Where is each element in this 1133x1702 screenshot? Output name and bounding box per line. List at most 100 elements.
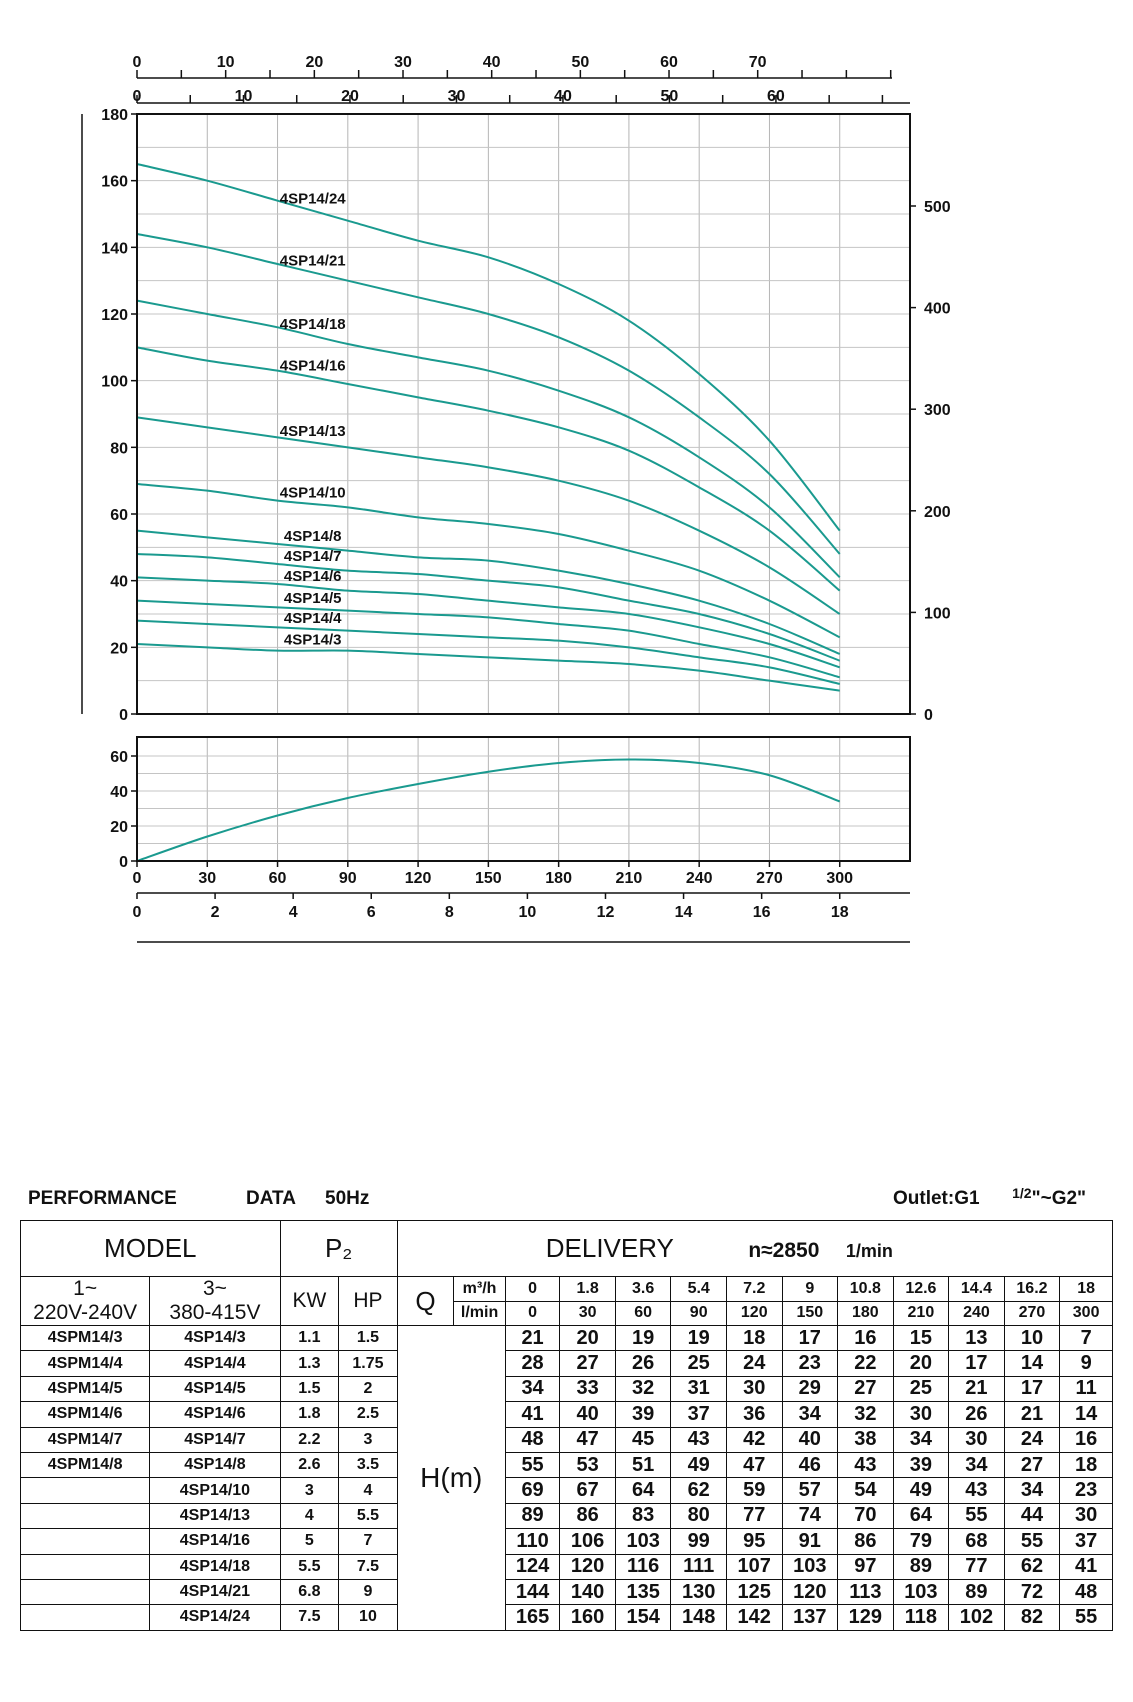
head-value: 18 xyxy=(1059,1451,1113,1479)
m3h-tick-label: 18 xyxy=(831,904,849,921)
three-phase-model: 4SP14/6 xyxy=(149,1401,281,1428)
outlet-tail: "~G2" xyxy=(1031,1188,1087,1209)
y-tick-label: 80 xyxy=(110,440,128,457)
lmin-value: 90 xyxy=(670,1300,727,1326)
q-header: Q xyxy=(396,1276,455,1326)
m3h-value: 10.8 xyxy=(837,1276,894,1302)
single-phase-model: 4SPM14/7 xyxy=(19,1426,151,1453)
imp-gpm-tick-label: 60 xyxy=(767,88,785,105)
three-phase-header: 3~ xyxy=(149,1276,281,1301)
head-value: 32 xyxy=(614,1375,672,1403)
head-value: 102 xyxy=(948,1604,1005,1631)
y-tick-label: 180 xyxy=(101,107,128,124)
head-value: 9 xyxy=(1059,1350,1113,1377)
head-value: 49 xyxy=(892,1477,950,1504)
head-value: 39 xyxy=(614,1401,672,1428)
series-label: 4SP14/24 xyxy=(280,191,347,208)
single-voltage-header: 220V-240V xyxy=(19,1301,151,1326)
power-kw: 2.6 xyxy=(279,1451,340,1479)
head-value: 19 xyxy=(614,1324,672,1352)
three-phase-model: 4SP14/5 xyxy=(149,1375,281,1403)
series-label: 4SP14/7 xyxy=(284,548,342,565)
head-value: 30 xyxy=(892,1401,950,1428)
head-value: 16 xyxy=(1059,1426,1113,1453)
head-value: 165 xyxy=(504,1604,561,1631)
head-value: 10 xyxy=(1003,1324,1061,1352)
head-value: 32 xyxy=(837,1401,894,1428)
head-value: 36 xyxy=(725,1401,783,1428)
power-hp: 7.5 xyxy=(338,1553,398,1580)
table-row: 4SP14/24 7.5 10 165 160 154 148 142 137 129 118 102… xyxy=(19,1604,1113,1631)
eta-tick-label: 0 xyxy=(119,854,128,871)
m3h-value: 12.6 xyxy=(892,1276,950,1302)
head-value: 41 xyxy=(1059,1553,1113,1580)
lmin-tick-label: 180 xyxy=(545,870,572,887)
power-kw: 3 xyxy=(279,1477,340,1504)
m3h-tick-label: 16 xyxy=(753,904,771,921)
y-tick-label: 20 xyxy=(110,640,128,657)
curve-4sp14-18 xyxy=(136,299,841,579)
kw-header: KW xyxy=(279,1276,340,1326)
head-value: 21 xyxy=(504,1324,561,1352)
m3h-value: 1.8 xyxy=(559,1276,616,1302)
head-value: 26 xyxy=(948,1401,1005,1428)
head-value: 80 xyxy=(670,1502,727,1530)
table-row: 4SPM14/8 4SP14/8 2.6 3.5 55 53 51 49 47 46 43 39 34 2… xyxy=(19,1451,1113,1479)
outlet-label: Outlet:G1 1/2"~G2" xyxy=(893,1185,1087,1210)
head-value: 40 xyxy=(559,1401,616,1428)
y-tick-label: 100 xyxy=(101,374,128,391)
lmin-tick-label: 60 xyxy=(269,870,287,887)
m3h-tick-label: 12 xyxy=(597,904,615,921)
single-phase-model: 4SPM14/8 xyxy=(19,1451,151,1479)
head-value: 7 xyxy=(1059,1324,1113,1352)
m3h-value: 5.4 xyxy=(670,1276,727,1302)
head-value: 77 xyxy=(948,1553,1005,1580)
series-label: 4SP14/3 xyxy=(284,632,342,649)
head-value: 30 xyxy=(948,1426,1005,1453)
head-value: 113 xyxy=(837,1578,894,1606)
power-hp: 1.75 xyxy=(338,1350,398,1377)
head-value: 31 xyxy=(670,1375,727,1403)
head-value: 103 xyxy=(892,1578,950,1606)
head-value: 21 xyxy=(948,1375,1005,1403)
head-value: 111 xyxy=(670,1553,727,1580)
head-value: 120 xyxy=(559,1553,616,1580)
head-value: 45 xyxy=(614,1426,672,1453)
head-value: 21 xyxy=(1003,1401,1061,1428)
three-phase-model: 4SP14/16 xyxy=(149,1528,281,1555)
head-value: 74 xyxy=(781,1502,839,1530)
m3h-tick-label: 10 xyxy=(519,904,537,921)
head-value: 110 xyxy=(504,1528,561,1555)
lmin-value: 150 xyxy=(781,1300,839,1326)
table-row: 4SP14/21 6.8 9 144 140 135 130 125 120 113 103 89 72… xyxy=(19,1578,1113,1606)
three-phase-model: 4SP14/8 xyxy=(149,1451,281,1479)
curve-4sp14-13 xyxy=(136,416,841,615)
head-value: 47 xyxy=(559,1426,616,1453)
head-value: 43 xyxy=(837,1451,894,1479)
lmin-value: 180 xyxy=(837,1300,894,1326)
head-value: 37 xyxy=(670,1401,727,1428)
table-row: 4SP14/18 5.5 7.5 124 120 116 111 107 103 97 89 77 62… xyxy=(19,1553,1113,1580)
head-value: 64 xyxy=(614,1477,672,1504)
chart-grid xyxy=(137,114,910,861)
head-value: 89 xyxy=(948,1578,1005,1606)
series-label: 4SP14/8 xyxy=(284,528,342,545)
head-value: 135 xyxy=(614,1578,672,1606)
m3h-value: 0 xyxy=(504,1276,561,1302)
head-value: 23 xyxy=(1059,1477,1113,1504)
head-value: 27 xyxy=(837,1375,894,1403)
us-gpm-tick-label: 50 xyxy=(571,54,589,71)
head-value: 130 xyxy=(670,1578,727,1606)
series-label: 4SP14/4 xyxy=(284,610,342,627)
three-phase-model: 4SP14/18 xyxy=(149,1553,281,1580)
table-row: 4SPM14/5 4SP14/5 1.5 2 34 33 32 31 30 29 27 25 21 17 1… xyxy=(19,1375,1113,1403)
head-value: 129 xyxy=(837,1604,894,1631)
us-gpm-tick-label: 10 xyxy=(217,54,235,71)
efficiency-curve xyxy=(136,758,841,862)
m3h-tick-label: 6 xyxy=(367,904,376,921)
head-value: 148 xyxy=(670,1604,727,1631)
head-value: 48 xyxy=(1059,1578,1113,1606)
head-value: 72 xyxy=(1003,1578,1061,1606)
power-hp: 5.5 xyxy=(338,1502,398,1530)
speed-unit: 1/min xyxy=(845,1241,893,1261)
